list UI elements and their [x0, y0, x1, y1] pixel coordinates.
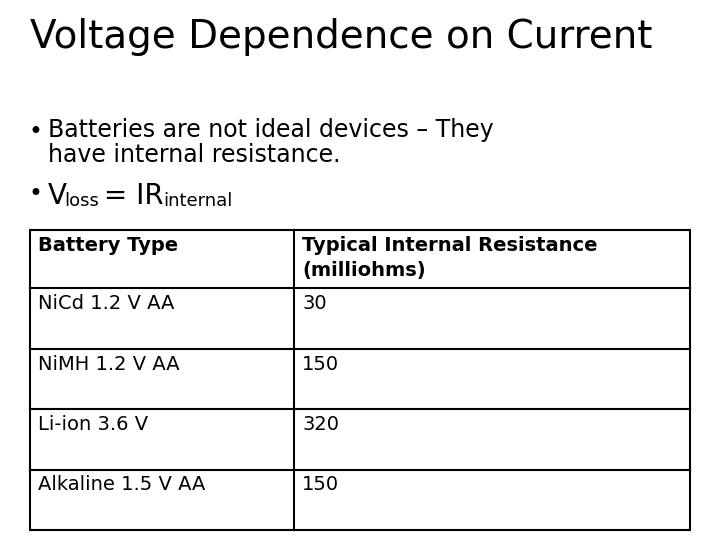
Text: Alkaline 1.5 V AA: Alkaline 1.5 V AA	[38, 476, 205, 495]
Text: V: V	[48, 182, 67, 210]
Text: = IR: = IR	[95, 182, 163, 210]
Text: NiCd 1.2 V AA: NiCd 1.2 V AA	[38, 294, 174, 313]
Text: Voltage Dependence on Current: Voltage Dependence on Current	[30, 18, 652, 56]
Text: Typical Internal Resistance
(milliohms): Typical Internal Resistance (milliohms)	[302, 236, 598, 280]
Bar	[30, 230, 690, 530]
Text: 150: 150	[302, 354, 339, 374]
Text: internal: internal	[163, 192, 233, 210]
Text: •: •	[28, 182, 42, 206]
Text: Li-ion 3.6 V: Li-ion 3.6 V	[38, 415, 148, 434]
Text: loss: loss	[64, 192, 99, 210]
Text: 150: 150	[302, 476, 339, 495]
Text: 30: 30	[302, 294, 327, 313]
Text: have internal resistance.: have internal resistance.	[48, 143, 341, 167]
Text: Battery Type: Battery Type	[38, 236, 178, 255]
Text: Batteries are not ideal devices – They: Batteries are not ideal devices – They	[48, 118, 494, 142]
Text: •: •	[28, 120, 42, 144]
Text: 320: 320	[302, 415, 339, 434]
Text: NiMH 1.2 V AA: NiMH 1.2 V AA	[38, 354, 179, 374]
